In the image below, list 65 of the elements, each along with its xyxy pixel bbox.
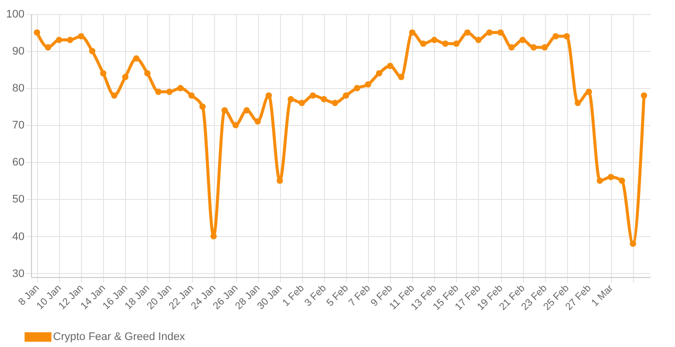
- point: [542, 44, 548, 50]
- point: [409, 29, 416, 36]
- point: [519, 36, 526, 44]
- y-tick-label: 40: [12, 230, 24, 243]
- point: [166, 88, 173, 95]
- point: [298, 100, 306, 106]
- point: [310, 92, 316, 99]
- point: [244, 107, 250, 114]
- point: [155, 88, 162, 95]
- point: [530, 44, 537, 50]
- point: [254, 118, 261, 125]
- point: [364, 81, 372, 88]
- point: [78, 33, 84, 40]
- point: [89, 48, 96, 54]
- point: [564, 33, 570, 40]
- point: [56, 36, 62, 44]
- y-tick-label: 90: [12, 46, 24, 58]
- point: [221, 107, 228, 114]
- point: [574, 100, 581, 106]
- point: [508, 44, 515, 50]
- point: [288, 96, 294, 102]
- point: [497, 29, 504, 36]
- point: [398, 74, 404, 80]
- point: [133, 55, 140, 62]
- point: [618, 178, 626, 184]
- point: [177, 84, 184, 92]
- y-tick-label: 100: [6, 8, 24, 20]
- point: [596, 178, 604, 184]
- point: [144, 70, 151, 76]
- point: [100, 70, 106, 76]
- y-tick-label: 60: [12, 156, 24, 169]
- point: [332, 100, 338, 106]
- point: [420, 40, 426, 47]
- point: [44, 44, 52, 50]
- x-tick-label: 1 Mar: [590, 282, 616, 309]
- point: [320, 96, 328, 102]
- point: [486, 29, 493, 36]
- point: [122, 74, 128, 80]
- point: [376, 70, 382, 76]
- point: [266, 92, 272, 99]
- point: [640, 92, 648, 99]
- point: [475, 36, 482, 44]
- legend-label: Crypto Fear & Greed Index: [53, 331, 186, 343]
- point: [630, 240, 636, 247]
- point: [552, 33, 559, 40]
- point: [342, 92, 350, 99]
- y-tick-label: 80: [12, 82, 24, 95]
- point: [442, 40, 449, 47]
- point: [210, 233, 217, 240]
- y-tick-label: 70: [12, 120, 24, 132]
- y-tick-label: 50: [12, 194, 24, 206]
- point: [387, 62, 394, 70]
- point: [232, 122, 239, 128]
- point: [586, 88, 592, 95]
- point: [608, 174, 614, 180]
- point: [354, 84, 360, 92]
- point: [453, 40, 460, 47]
- point: [464, 29, 471, 36]
- point: [199, 103, 206, 110]
- point: [111, 92, 118, 99]
- point: [188, 92, 195, 99]
- point: [34, 29, 40, 36]
- point: [431, 36, 438, 44]
- y-tick-label: 30: [12, 268, 24, 280]
- point: [66, 36, 74, 44]
